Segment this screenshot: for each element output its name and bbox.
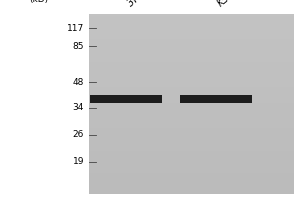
Bar (88, 32, 294, 35)
Bar (88, 35, 294, 37)
Bar (88, 96, 294, 98)
Bar (88, 160, 294, 162)
Text: 85: 85 (73, 42, 84, 51)
Bar (88, 130, 294, 132)
Bar (88, 158, 294, 160)
Bar (88, 142, 294, 144)
Bar (88, 171, 294, 173)
Bar (88, 23, 294, 25)
Bar (88, 121, 294, 123)
Bar (88, 66, 294, 69)
Bar (88, 192, 294, 194)
Bar (88, 117, 294, 119)
Bar (88, 112, 294, 114)
Bar (88, 25, 294, 28)
Bar (88, 185, 294, 187)
Bar (88, 39, 294, 41)
Bar (88, 162, 294, 164)
Bar (88, 101, 294, 103)
Bar (88, 14, 294, 194)
Bar (88, 187, 294, 189)
Bar (180, 95, 252, 103)
Bar (88, 183, 294, 185)
Bar (88, 87, 294, 89)
Bar (88, 57, 294, 60)
Bar (88, 94, 294, 96)
Bar (88, 132, 294, 135)
Bar (88, 91, 294, 94)
Bar (88, 62, 294, 64)
Bar (88, 60, 294, 62)
Bar (88, 107, 294, 110)
Bar (88, 180, 294, 183)
Text: K562: K562 (216, 0, 242, 9)
Bar (88, 167, 294, 169)
Bar (88, 123, 294, 126)
Bar (88, 76, 294, 78)
Bar (88, 128, 294, 130)
Bar (88, 19, 294, 21)
Bar (88, 155, 294, 158)
Bar (88, 48, 294, 50)
Bar (88, 21, 294, 23)
Bar (88, 189, 294, 192)
Bar (88, 55, 294, 57)
Bar (88, 89, 294, 91)
Bar (88, 148, 294, 151)
Bar (88, 151, 294, 153)
Bar (88, 178, 294, 180)
Bar (88, 98, 294, 101)
Bar (88, 137, 294, 139)
Bar (88, 135, 294, 137)
Bar (88, 114, 294, 117)
Bar (88, 30, 294, 32)
Text: 26: 26 (73, 130, 84, 139)
Bar (88, 53, 294, 55)
Bar (90, 95, 162, 103)
Bar (88, 37, 294, 39)
Text: (kD): (kD) (29, 0, 49, 4)
Bar (88, 28, 294, 30)
Bar (88, 73, 294, 76)
Bar (88, 71, 294, 73)
Bar (88, 14, 294, 16)
Bar (88, 46, 294, 48)
Bar (88, 146, 294, 148)
Bar (88, 153, 294, 155)
Bar (88, 85, 294, 87)
Text: 48: 48 (73, 78, 84, 87)
Bar (88, 78, 294, 80)
Bar (88, 126, 294, 128)
Bar (88, 176, 294, 178)
Bar (88, 80, 294, 82)
Bar (88, 110, 294, 112)
Bar (88, 41, 294, 44)
Bar (88, 50, 294, 53)
Bar (88, 16, 294, 19)
Bar (88, 119, 294, 121)
Text: 117: 117 (67, 24, 84, 33)
Bar (88, 103, 294, 105)
Bar (88, 164, 294, 167)
Bar (88, 105, 294, 107)
Bar (88, 169, 294, 171)
Bar (88, 173, 294, 176)
Bar (88, 144, 294, 146)
Text: 3T3: 3T3 (126, 0, 147, 9)
Bar (88, 139, 294, 142)
Bar (88, 82, 294, 85)
Text: 34: 34 (73, 103, 84, 112)
Bar (88, 69, 294, 71)
Bar (88, 64, 294, 66)
Text: 19: 19 (73, 157, 84, 166)
Bar (88, 44, 294, 46)
